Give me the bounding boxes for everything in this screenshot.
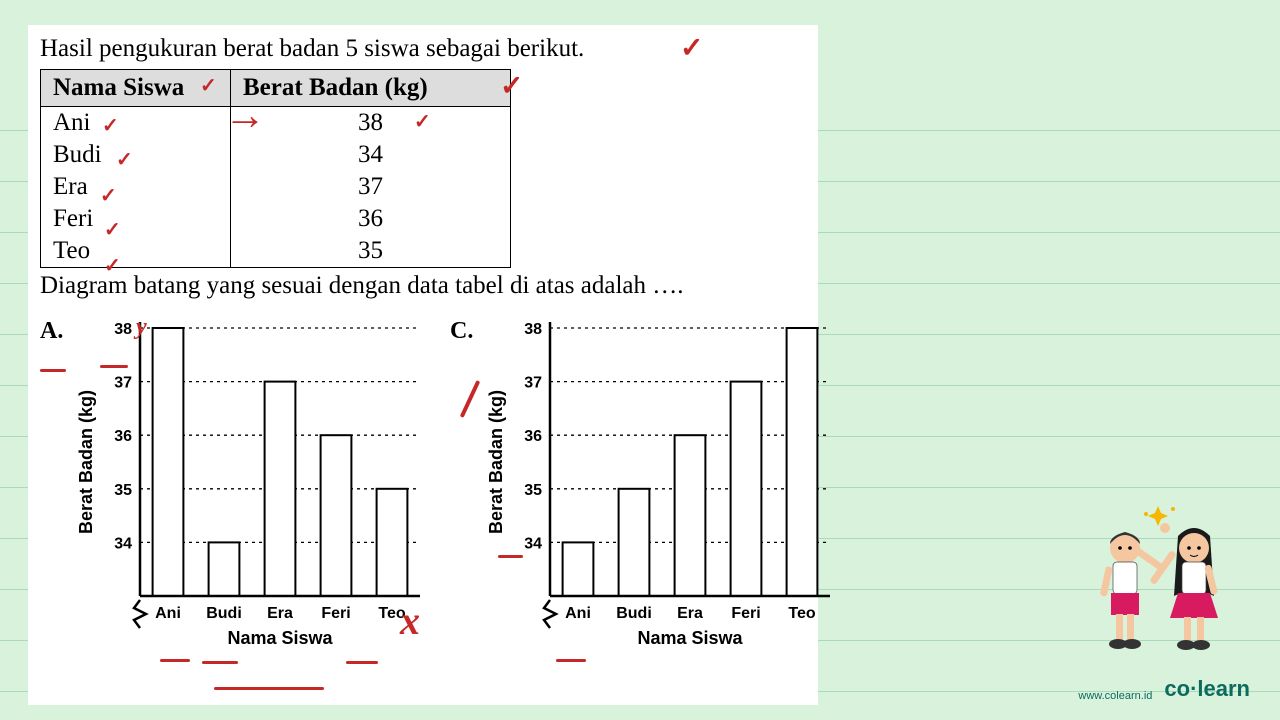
chart-option-c: C. 34 35 36 37 38 Ani Budi Era Feri Teo Berat Bada… [450, 308, 830, 673]
svg-text:34: 34 [524, 535, 542, 552]
svg-text:Era: Era [677, 605, 703, 622]
svg-text:Berat Badan (kg): Berat Badan (kg) [76, 390, 96, 534]
svg-text:Ani: Ani [155, 605, 181, 622]
content-panel: Hasil pengukuran berat badan 5 siswa seb… [28, 25, 818, 705]
underline-annotation [100, 365, 128, 368]
svg-text:Berat Badan (kg): Berat Badan (kg) [486, 390, 506, 534]
svg-text:Ani: Ani [565, 605, 591, 622]
svg-text:Feri: Feri [731, 605, 760, 622]
cell-name: Era [41, 171, 231, 203]
underline-annotation [202, 661, 238, 664]
branding: www.colearn.id co·learn [1078, 676, 1250, 702]
svg-text:35: 35 [524, 482, 542, 499]
underline-annotation [498, 555, 523, 558]
table-row: Feri 36 [41, 203, 511, 235]
cell-name: Teo [41, 235, 231, 268]
mascots-illustration [1070, 500, 1250, 680]
brand-logo-pre: co [1164, 676, 1190, 701]
th-name: Nama Siswa [41, 70, 231, 107]
svg-text:Nama Siswa: Nama Siswa [637, 628, 743, 648]
svg-text:38: 38 [524, 321, 542, 338]
cell-weight: 37 [231, 171, 511, 203]
table-row: Budi 34 [41, 139, 511, 171]
svg-text:36: 36 [524, 428, 542, 445]
th-weight: Berat Badan (kg) [231, 70, 511, 107]
option-label-a: A. [40, 318, 63, 345]
underline-annotation [40, 369, 66, 372]
svg-text:34: 34 [114, 535, 132, 552]
svg-text:36: 36 [114, 428, 132, 445]
svg-text:35: 35 [114, 482, 132, 499]
brand-logo: co·learn [1164, 676, 1250, 702]
brand-logo-post: learn [1197, 676, 1250, 701]
question-text: Diagram batang yang sesuai dengan data t… [40, 272, 806, 300]
cell-weight: 35 [231, 235, 511, 268]
underline-annotation [556, 659, 586, 662]
svg-text:37: 37 [114, 375, 132, 392]
cell-weight: 38 [231, 107, 511, 140]
table-header-row: Nama Siswa Berat Badan (kg) [41, 70, 511, 107]
underline-annotation [160, 659, 190, 662]
svg-text:Era: Era [267, 605, 293, 622]
intro-text: Hasil pengukuran berat badan 5 siswa seb… [40, 35, 806, 63]
cell-name: Budi [41, 139, 231, 171]
charts-row: A. 34 35 36 37 38 Ani Budi Era Feri Teo Berat Bada… [40, 308, 806, 673]
cell-weight: 36 [231, 203, 511, 235]
svg-text:37: 37 [524, 375, 542, 392]
bar-chart-a: 34 35 36 37 38 Ani Budi Era Feri Teo Berat Badan (… [70, 308, 430, 668]
svg-text:38: 38 [114, 321, 132, 338]
svg-text:Budi: Budi [206, 605, 242, 622]
cell-name: Feri [41, 203, 231, 235]
bar-chart-c: 34 35 36 37 38 Ani Budi Era Feri Teo Berat Badan (… [480, 308, 840, 668]
cell-weight: 34 [231, 139, 511, 171]
data-table: Nama Siswa Berat Badan (kg) Ani 38 Budi … [40, 69, 511, 268]
svg-text:Budi: Budi [616, 605, 652, 622]
svg-text:Teo: Teo [788, 605, 815, 622]
table-row: Era 37 [41, 171, 511, 203]
underline-annotation [346, 661, 378, 664]
svg-text:Teo: Teo [378, 605, 405, 622]
brand-url: www.colearn.id [1078, 690, 1152, 702]
cell-name: Ani [41, 107, 231, 140]
svg-text:Feri: Feri [321, 605, 350, 622]
table-row: Teo 35 [41, 235, 511, 268]
option-label-c: C. [450, 318, 473, 345]
table-row: Ani 38 [41, 107, 511, 140]
underline-annotation [214, 687, 324, 690]
svg-text:Nama Siswa: Nama Siswa [227, 628, 333, 648]
chart-option-a: A. 34 35 36 37 38 Ani Budi Era Feri Teo Berat Bada… [40, 308, 420, 673]
